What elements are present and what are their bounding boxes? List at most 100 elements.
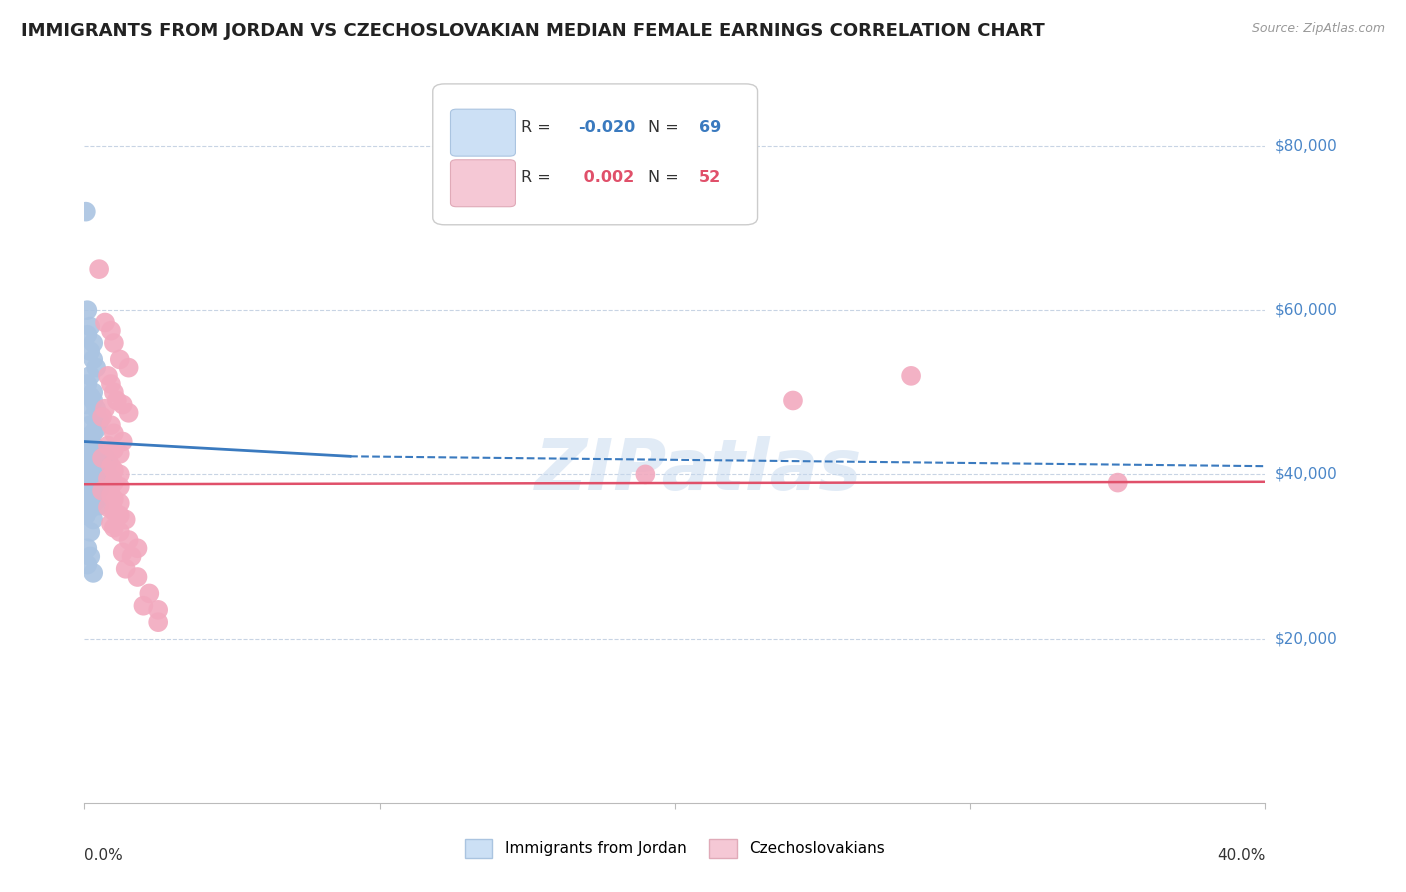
Point [79,319,101,334]
Point [94,316,117,330]
Point [108,524,131,539]
Point [1107,475,1129,490]
Point [87,414,111,428]
Point [79,389,101,403]
Point [103,463,125,477]
Point [84,477,107,491]
Point [82,512,104,526]
Point [111,398,134,412]
Point [82,352,104,367]
Point [97,471,120,485]
Point [91,483,114,498]
Point [121,549,143,564]
Point [82,480,104,494]
Point [100,377,122,392]
Point [82,426,104,441]
Point [97,455,120,469]
Point [75,475,97,490]
Point [84,422,107,436]
Point [82,491,104,505]
Point [82,439,104,453]
Point [634,467,657,482]
Point [82,566,104,580]
Point [118,406,141,420]
Text: 52: 52 [699,170,721,186]
Point [127,570,149,584]
Point [79,469,101,483]
Point [84,360,107,375]
Text: IMMIGRANTS FROM JORDAN VS CZECHOSLOVAKIAN MEDIAN FEMALE EARNINGS CORRELATION CHA: IMMIGRANTS FROM JORDAN VS CZECHOSLOVAKIA… [21,22,1045,40]
Point [91,450,114,465]
Point [82,385,104,400]
Point [75,508,97,523]
Point [100,516,122,531]
Point [127,541,149,556]
Text: N =: N = [648,120,683,135]
Point [76,450,98,464]
Point [103,336,125,351]
Text: R =: R = [522,120,557,135]
Point [79,368,101,383]
Point [79,450,101,465]
Point [118,533,141,547]
Point [76,327,98,342]
Point [76,377,98,392]
FancyBboxPatch shape [433,84,758,225]
Point [76,558,98,572]
Point [76,474,98,488]
Point [100,488,122,502]
Point [103,385,125,400]
Point [79,418,101,433]
Point [87,262,111,277]
Point [100,418,122,433]
Point [76,452,98,467]
Point [84,493,107,508]
Point [87,499,111,513]
Text: 0.002: 0.002 [578,170,634,186]
Point [76,488,98,502]
Text: $80,000: $80,000 [1274,138,1337,153]
Point [111,434,134,449]
Point [114,562,136,576]
Point [79,524,101,539]
Point [84,460,107,475]
FancyBboxPatch shape [450,109,516,156]
Text: Source: ZipAtlas.com: Source: ZipAtlas.com [1251,22,1385,36]
Point [79,444,101,458]
Point [103,504,125,518]
Point [103,442,125,457]
Point [900,368,922,383]
Point [82,496,104,510]
Point [79,501,101,516]
Text: R =: R = [522,170,557,186]
Point [79,549,101,564]
Point [87,466,111,480]
Point [82,409,104,424]
Point [76,436,98,450]
Point [79,491,101,506]
Point [108,508,131,523]
Point [97,368,120,383]
Point [148,615,170,630]
Point [82,336,104,351]
Point [79,485,101,500]
Text: N =: N = [648,170,683,186]
Point [79,434,101,449]
Point [87,482,111,496]
Point [97,439,120,453]
Point [84,441,107,455]
Point [91,409,114,424]
Point [75,430,97,444]
Point [75,442,97,457]
Point [100,324,122,338]
Point [132,599,155,613]
Text: ZIPatlas: ZIPatlas [534,436,862,505]
Point [105,393,128,408]
Point [76,483,98,498]
Point [103,475,125,490]
FancyBboxPatch shape [450,160,516,207]
Point [76,467,98,482]
Point [82,463,104,477]
Point [118,360,141,375]
Point [114,512,136,526]
